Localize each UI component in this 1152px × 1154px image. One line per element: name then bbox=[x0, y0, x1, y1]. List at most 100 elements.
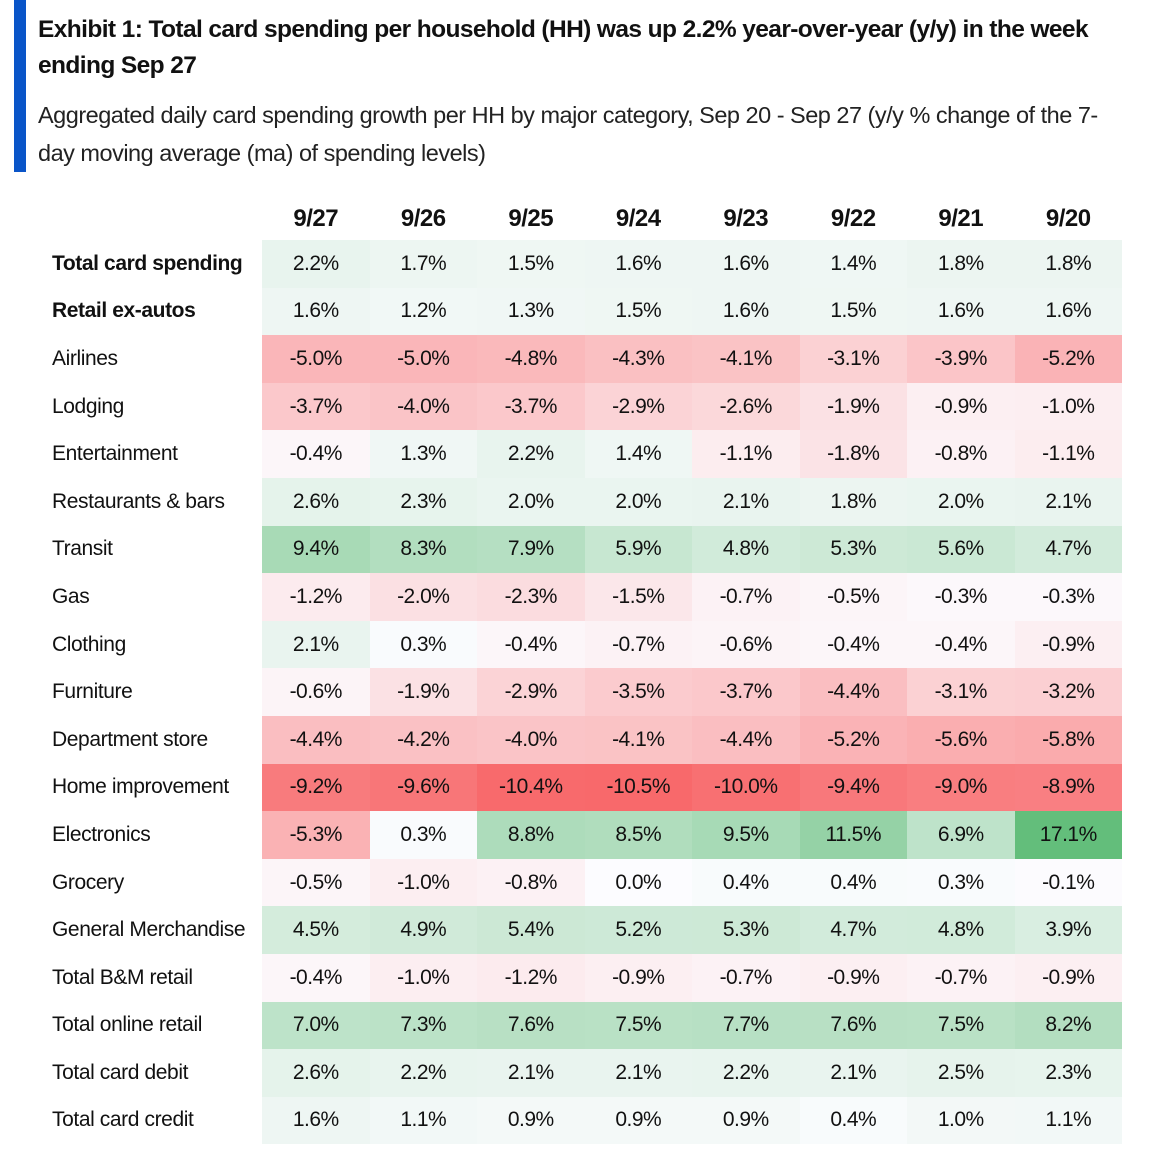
table-row: Electronics -5.3% 0.3% 8.8% 8.5% 9.5% 11.5% 6.9… bbox=[40, 811, 1122, 859]
row-label: Home improvement bbox=[52, 775, 229, 799]
heatmap-cell: 8.3% bbox=[369, 525, 477, 574]
heatmap-cell: -10.5% bbox=[584, 763, 692, 812]
column-header: 9/23 bbox=[723, 205, 769, 232]
heatmap-cell: -5.3% bbox=[262, 811, 370, 859]
heatmap-cell: -4.4% bbox=[799, 668, 907, 716]
heatmap-cell: 1.2% bbox=[369, 287, 477, 336]
heatmap-cell: 1.3% bbox=[369, 430, 477, 478]
accent-bar bbox=[14, 0, 26, 172]
table-row: General Merchandise 4.5% 4.9% 5.4% 5.2% 5.3% 4… bbox=[40, 906, 1122, 954]
heatmap-cell: 4.5% bbox=[262, 906, 370, 954]
heatmap-cell: -9.4% bbox=[799, 763, 907, 812]
heatmap-cell: -3.5% bbox=[584, 668, 692, 716]
heatmap-cell: 7.3% bbox=[369, 1001, 477, 1050]
heatmap-cell: 2.0% bbox=[584, 477, 692, 526]
heatmap-cell: 1.7% bbox=[369, 240, 477, 288]
row-label: General Merchandise bbox=[52, 918, 246, 942]
heatmap-cell: 0.4% bbox=[692, 858, 800, 907]
table-row: Transit 9.4% 8.3% 7.9% 5.9% 4.8% 5.3% 5.6% 4.7% bbox=[40, 525, 1122, 574]
heatmap-cell: 2.6% bbox=[262, 1049, 370, 1097]
table-row: Department store -4.4% -4.2% -4.0% -4.1% -4.4… bbox=[40, 715, 1122, 764]
column-header: 9/22 bbox=[830, 205, 876, 232]
heatmap-cell: -0.7% bbox=[907, 953, 1015, 1002]
heatmap-cell: 0.9% bbox=[584, 1096, 692, 1145]
heatmap-cell: -0.7% bbox=[692, 573, 800, 621]
heatmap-cell: 0.4% bbox=[799, 858, 907, 907]
heatmap-cell: -4.2% bbox=[369, 715, 477, 764]
table-row: Total card debit 2.6% 2.2% 2.1% 2.1% 2.2% 2.1%… bbox=[40, 1049, 1122, 1097]
heatmap-cell: 2.1% bbox=[477, 1049, 585, 1097]
table-row: Total card credit 1.6% 1.1% 0.9% 0.9% 0.9% 0.4… bbox=[40, 1096, 1122, 1145]
table-row: Total card spending 2.2% 1.7% 1.5% 1.6% 1.6% 1… bbox=[40, 240, 1122, 288]
row-label: Gas bbox=[52, 584, 90, 608]
heatmap-cell: -5.0% bbox=[262, 335, 370, 383]
row-label: Furniture bbox=[52, 680, 133, 704]
column-header: 9/25 bbox=[508, 205, 554, 232]
heatmap-cell: -1.0% bbox=[369, 953, 477, 1002]
heatmap-cell: -0.4% bbox=[799, 620, 907, 669]
heatmap-cell: -0.9% bbox=[1014, 620, 1122, 669]
heatmap-cell: -1.2% bbox=[262, 573, 370, 621]
heatmap-cell: 4.7% bbox=[1014, 525, 1122, 574]
row-label: Airlines bbox=[52, 346, 118, 370]
heatmap-cell: 5.3% bbox=[692, 906, 800, 954]
row-label: Lodging bbox=[52, 394, 124, 418]
heatmap-cell: 2.2% bbox=[692, 1049, 800, 1097]
table-row: Restaurants & bars 2.6% 2.3% 2.0% 2.0% 2.1% 1.… bbox=[40, 477, 1122, 526]
table-row: Total online retail 7.0% 7.3% 7.6% 7.5% 7.7% 7… bbox=[40, 1001, 1122, 1050]
heatmap-cell: 3.9% bbox=[1014, 906, 1122, 954]
table-row: Retail ex-autos 1.6% 1.2% 1.3% 1.5% 1.6% 1.5% 1… bbox=[40, 287, 1122, 336]
heatmap-cell: -3.1% bbox=[799, 335, 907, 383]
heatmap-cell: 2.3% bbox=[1014, 1049, 1122, 1097]
table-row: Lodging -3.7% -4.0% -3.7% -2.9% -2.6% -1.9% -0.… bbox=[40, 382, 1122, 431]
heatmap-cell: -2.9% bbox=[477, 668, 585, 716]
row-label: Entertainment bbox=[52, 442, 178, 466]
heatmap-cell: 2.2% bbox=[477, 430, 585, 478]
heatmap-cell: 2.2% bbox=[262, 240, 370, 288]
heatmap-cell: 4.9% bbox=[369, 906, 477, 954]
heatmap-cell: 8.5% bbox=[584, 811, 692, 859]
row-label: Total card spending bbox=[52, 251, 243, 275]
heatmap-cell: -5.2% bbox=[1014, 335, 1122, 383]
row-label: Grocery bbox=[52, 870, 124, 894]
heatmap-cell: -1.5% bbox=[584, 573, 692, 621]
heatmap-cell: 1.3% bbox=[477, 287, 585, 336]
heatmap-cell: 1.1% bbox=[369, 1096, 477, 1145]
heatmap-cell: -1.8% bbox=[799, 430, 907, 478]
heatmap-cell: 5.9% bbox=[584, 525, 692, 574]
heatmap-cell: -0.4% bbox=[477, 620, 585, 669]
heatmap-cell: -0.9% bbox=[799, 953, 907, 1002]
heatmap-cell: 2.0% bbox=[907, 477, 1015, 526]
heatmap-cell: -4.0% bbox=[477, 715, 585, 764]
heatmap-cell: -3.9% bbox=[907, 335, 1015, 383]
chart-subtitle: Aggregated daily card spending growth pe… bbox=[38, 102, 1098, 166]
row-label: Electronics bbox=[52, 822, 151, 846]
heatmap-cell: 1.4% bbox=[799, 240, 907, 288]
heatmap-cell: 1.6% bbox=[1014, 287, 1122, 336]
heatmap-cell: 1.8% bbox=[799, 477, 907, 526]
heatmap-cell: 4.8% bbox=[907, 906, 1015, 954]
heatmap-cell: 7.0% bbox=[262, 1001, 370, 1050]
heatmap-cell: 1.6% bbox=[692, 287, 800, 336]
heatmap-cell: -3.2% bbox=[1014, 668, 1122, 716]
row-label: Retail ex-autos bbox=[52, 299, 196, 323]
heatmap-cell: -0.3% bbox=[1014, 573, 1122, 621]
row-label: Clothing bbox=[52, 632, 126, 656]
header-row: 9/27 9/26 9/25 9/24 9/23 9/22 9/21 9/20 bbox=[40, 198, 1122, 240]
heatmap-cell: 0.9% bbox=[477, 1096, 585, 1145]
heatmap-cell: -0.4% bbox=[907, 620, 1015, 669]
heatmap-cell: 1.6% bbox=[692, 240, 800, 288]
heatmap-cell: -4.8% bbox=[477, 335, 585, 383]
heatmap-cell: -1.0% bbox=[1014, 382, 1122, 431]
heatmap-cell: 1.8% bbox=[907, 240, 1015, 288]
heatmap-cell: 1.8% bbox=[1014, 240, 1122, 288]
heatmap-cell: -0.6% bbox=[692, 620, 800, 669]
heatmap-cell: -4.1% bbox=[692, 335, 800, 383]
heatmap-cell: 2.1% bbox=[584, 1049, 692, 1097]
heatmap-table: 9/27 9/26 9/25 9/24 9/23 9/22 9/21 9/20 Total ca… bbox=[40, 198, 1122, 1145]
row-label: Department store bbox=[52, 727, 208, 751]
heatmap-cell: -10.4% bbox=[477, 763, 585, 812]
heatmap-cell: 0.4% bbox=[799, 1096, 907, 1145]
column-header: 9/26 bbox=[400, 205, 446, 232]
heatmap-cell: -0.9% bbox=[1014, 953, 1122, 1002]
